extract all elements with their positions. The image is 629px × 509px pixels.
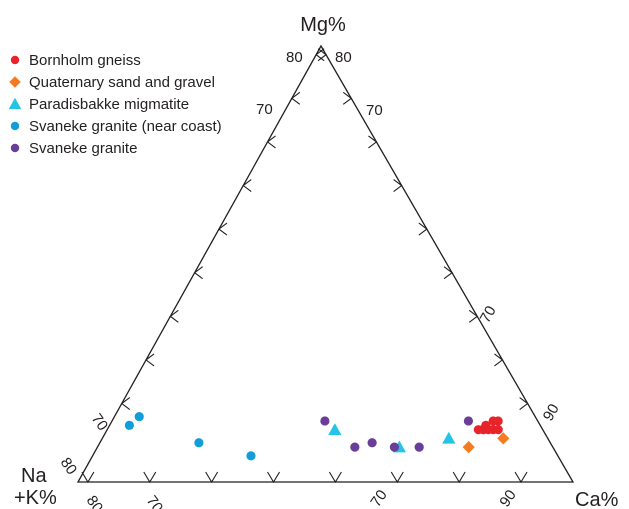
tick-mark [169, 309, 179, 323]
tick-mark [143, 471, 157, 484]
legend-entry: Svaneke granite (near coast) [29, 118, 222, 135]
tick-label: 70 [367, 487, 390, 509]
tick-mark [452, 471, 466, 484]
right-corner-label: Ca% [575, 489, 619, 509]
data-point [124, 420, 134, 430]
data-point [497, 432, 510, 445]
tick-mark [443, 266, 453, 280]
legend-marker [9, 76, 21, 88]
tick-mark [393, 179, 403, 192]
legend: Bornholm gneiss Quaternary sand and grave… [8, 52, 222, 157]
tick-marks [81, 48, 529, 484]
tick-mark [145, 353, 155, 367]
data-point [246, 451, 256, 461]
data-point [134, 412, 144, 422]
tick-label: 80 [57, 455, 80, 478]
legend-marker [10, 143, 20, 153]
legend-marker [10, 121, 20, 131]
tick-mark [193, 266, 203, 280]
data-points [124, 412, 510, 461]
left-corner-label-line1: Na [21, 465, 47, 487]
top-corner-label: Mg% [300, 14, 346, 36]
tick-label: 70 [477, 303, 500, 326]
data-point [194, 438, 204, 448]
tick-mark [267, 471, 280, 484]
tick-mark [266, 135, 276, 149]
legend-marker [8, 97, 22, 109]
tick-label: 90 [496, 487, 519, 509]
tick-label: 80 [83, 493, 106, 509]
legend-entry: Paradisbakke migmatite [29, 96, 189, 113]
data-point [389, 442, 400, 452]
ternary-frame [76, 44, 575, 483]
tick-mark [514, 471, 528, 484]
tick-label: 70 [256, 101, 273, 118]
tick-label: 70 [143, 493, 166, 509]
data-point [488, 416, 498, 426]
data-point [328, 423, 342, 435]
tick-mark [390, 471, 404, 484]
tick-mark [81, 471, 95, 484]
tick-label: 70 [366, 102, 383, 119]
tick-label: 80 [286, 49, 303, 66]
legend-marker [10, 55, 20, 65]
data-point [320, 416, 330, 426]
tick-label: 80 [335, 49, 352, 66]
tick-mark [468, 309, 479, 323]
tick-mark [120, 397, 131, 410]
data-point [473, 425, 484, 435]
data-point [481, 420, 491, 430]
left-corner-label-line2: +K% [14, 487, 57, 509]
tick-mark [242, 179, 252, 192]
data-point [414, 442, 424, 452]
tick-mark [418, 222, 428, 236]
data-point [367, 438, 377, 448]
data-point [350, 442, 360, 452]
triangle-outline [76, 44, 575, 483]
data-point [462, 441, 475, 454]
tick-mark [342, 91, 353, 105]
tick-mark [368, 135, 378, 149]
tick-mark [328, 471, 342, 484]
tick-mark [317, 48, 327, 62]
legend-entry: Quaternary sand and gravel [29, 74, 215, 91]
data-point [442, 431, 456, 444]
tick-label: 90 [540, 401, 563, 424]
tick-mark [218, 222, 228, 236]
tick-mark [205, 471, 219, 484]
data-point [463, 416, 474, 426]
legend-entry: Svaneke granite [29, 140, 137, 157]
tick-mark [494, 353, 504, 367]
tick-label: 70 [88, 411, 111, 434]
tick-mark [519, 397, 529, 410]
tick-mark [290, 91, 301, 105]
legend-entry: Bornholm gneiss [29, 52, 141, 69]
data-point [493, 425, 503, 435]
